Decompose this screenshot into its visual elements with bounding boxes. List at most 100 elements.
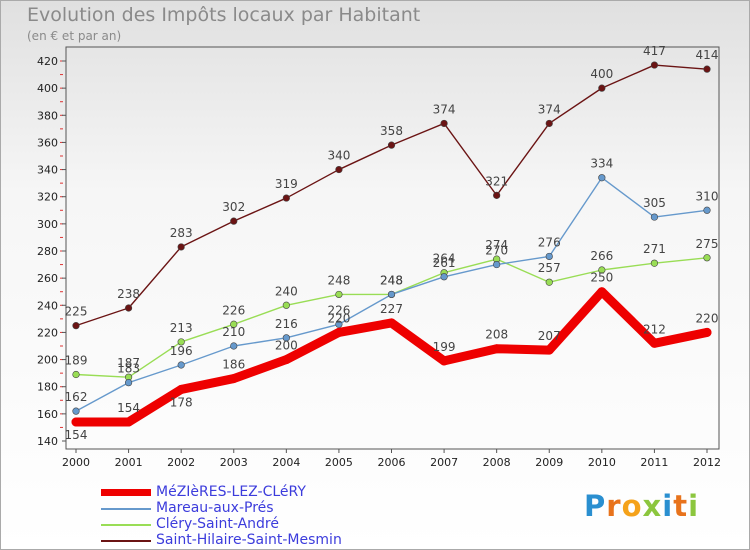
data-label: 162 (65, 390, 88, 404)
y-tick-label: 360 (37, 136, 58, 149)
x-tick-label: 2004 (272, 456, 300, 469)
y-tick-label: 340 (37, 164, 58, 177)
x-tick-label: 2012 (693, 456, 721, 469)
data-point (335, 290, 343, 299)
data-label: 310 (696, 189, 719, 203)
data-label: 213 (170, 321, 193, 335)
logo-letter: P (584, 489, 607, 523)
logo-letter: o (621, 489, 643, 523)
data-label: 178 (170, 395, 193, 409)
data-point (493, 191, 501, 199)
x-tick-label: 2008 (483, 456, 511, 469)
data-label: 212 (643, 322, 666, 336)
x-tick-label: 2010 (588, 456, 616, 469)
data-label: 334 (590, 157, 613, 171)
data-label: 261 (433, 256, 456, 270)
data-label: 271 (643, 242, 666, 256)
data-label: 199 (433, 340, 456, 354)
y-tick-label: 380 (37, 109, 58, 122)
data-point (650, 213, 659, 221)
y-tick-label: 140 (37, 435, 58, 448)
plot-border (65, 46, 720, 450)
y-tick-label: 240 (37, 299, 58, 312)
data-label: 417 (643, 44, 666, 58)
data-point (230, 217, 238, 225)
data-label: 270 (485, 244, 508, 258)
y-tick-label: 280 (37, 245, 58, 258)
data-label: 189 (65, 354, 88, 368)
y-tick-label: 420 (37, 55, 58, 68)
data-point (387, 290, 396, 299)
legend-swatch (101, 524, 151, 526)
x-tick-label: 2000 (62, 456, 90, 469)
x-tick-label: 2009 (535, 456, 563, 469)
data-label: 183 (117, 362, 140, 376)
data-point (334, 327, 344, 337)
x-tick-label: 2011 (640, 456, 668, 469)
data-label: 400 (590, 67, 613, 81)
data-point (440, 119, 448, 128)
y-tick-label: 180 (37, 381, 58, 394)
data-label: 248 (327, 273, 350, 287)
data-label: 226 (327, 303, 350, 317)
legend-label: Cléry-Saint-André (156, 516, 279, 532)
data-point (492, 344, 502, 354)
data-label: 266 (590, 249, 613, 263)
data-label: 154 (117, 401, 140, 415)
legend-swatch (101, 489, 151, 496)
data-point (387, 318, 396, 328)
y-tick-label: 200 (37, 354, 58, 367)
legend-swatch (101, 540, 151, 542)
data-point (598, 266, 606, 274)
data-label: 319 (275, 177, 298, 191)
x-tick-label: 2006 (378, 456, 406, 469)
data-point (177, 243, 185, 251)
data-label: 220 (327, 311, 350, 325)
data-point (387, 141, 396, 149)
legend-label: MéZIèRES-LEZ-CLéRY (156, 484, 306, 500)
data-point (176, 384, 186, 394)
x-tick-label: 2005 (325, 456, 353, 469)
logo-letter: i (688, 489, 700, 523)
data-label: 321 (485, 174, 508, 188)
data-point (703, 254, 711, 262)
legend-label: Saint-Hilaire-Saint-Mesmin (156, 532, 342, 548)
proxiti-logo: Proxiti (584, 489, 699, 523)
logo-letter: i (662, 489, 674, 523)
data-label: 283 (170, 226, 193, 240)
data-label: 200 (275, 339, 298, 353)
data-label: 207 (538, 329, 561, 343)
data-point (598, 84, 606, 92)
data-label: 187 (117, 356, 140, 370)
data-point (703, 206, 711, 214)
data-label: 248 (380, 273, 403, 287)
data-label: 340 (327, 149, 350, 163)
data-label: 275 (696, 237, 719, 251)
data-label: 186 (222, 358, 245, 372)
y-tick-label: 300 (37, 218, 58, 231)
data-label: 248 (380, 273, 403, 287)
data-point (545, 252, 553, 261)
legend-label: Mareau-aux-Prés (156, 500, 274, 516)
data-label: 225 (65, 305, 88, 319)
y-tick-label: 160 (37, 408, 58, 421)
data-point (72, 322, 80, 330)
data-point (177, 338, 185, 346)
data-point (177, 361, 185, 369)
data-label: 220 (696, 311, 719, 325)
logo-letter: x (642, 489, 663, 523)
data-label: 210 (222, 325, 245, 339)
data-label: 302 (222, 200, 245, 214)
logo-letter: r (606, 489, 622, 523)
y-tick-label: 220 (37, 326, 58, 339)
data-point (493, 260, 501, 269)
data-point (702, 327, 712, 337)
data-label: 358 (380, 124, 403, 138)
x-tick-label: 2003 (220, 456, 248, 469)
chart-title: Evolution des Impôts locaux par Habitant (27, 4, 421, 26)
data-label: 276 (538, 235, 561, 249)
logo-letter: t (673, 489, 689, 523)
x-tick-label: 2007 (430, 456, 458, 469)
data-point (335, 165, 343, 174)
